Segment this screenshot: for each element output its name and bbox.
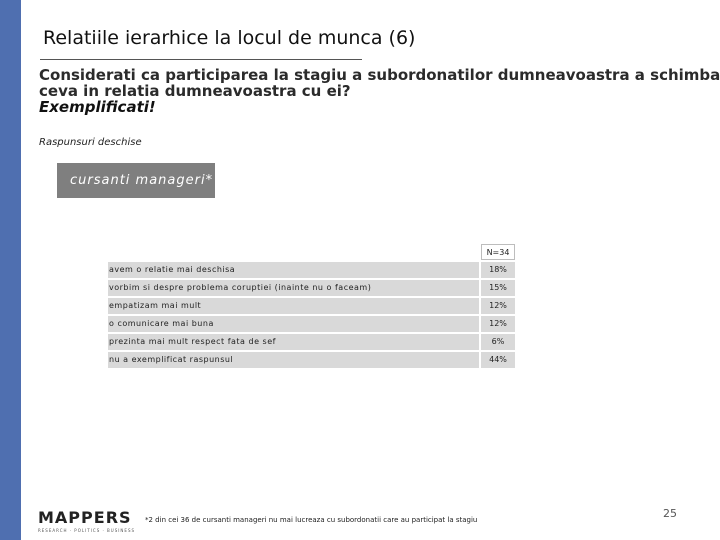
table-row: vorbim si despre problema coruptiei (ina… bbox=[108, 280, 515, 296]
responses-subtitle: Raspunsuri deschise bbox=[39, 137, 142, 148]
row-label: empatizam mai mult bbox=[108, 298, 479, 314]
respondent-group-badge: cursanti manageri* bbox=[57, 163, 215, 198]
table-row: nu a exemplificat raspunsul 44% bbox=[108, 352, 515, 368]
row-value: 18% bbox=[481, 262, 515, 278]
survey-question: Considerati ca participarea la stagiu a … bbox=[39, 66, 720, 116]
table-row: prezinta mai mult respect fata de sef 6% bbox=[108, 334, 515, 350]
table-row: avem o relatie mai deschisa 18% bbox=[108, 262, 515, 278]
title-divider bbox=[40, 59, 362, 60]
question-line-3: Exemplificati! bbox=[39, 98, 156, 116]
footnote: *2 din cei 36 de cursanti manageri nu ma… bbox=[145, 516, 478, 524]
row-value: 12% bbox=[481, 316, 515, 332]
slide-title: Relatiile ierarhice la locul de munca (6… bbox=[43, 27, 416, 49]
row-label: o comunicare mai buna bbox=[108, 316, 479, 332]
row-value: 6% bbox=[481, 334, 515, 350]
row-label: prezinta mai mult respect fata de sef bbox=[108, 334, 479, 350]
question-line-1: Considerati ca participarea la stagiu a … bbox=[39, 66, 720, 84]
logo-wordmark: MAPPERS bbox=[38, 508, 132, 527]
mappers-logo: MAPPERS RESEARCH · POLITICS · BUSINESS bbox=[38, 508, 135, 533]
logo-tagline: RESEARCH · POLITICS · BUSINESS bbox=[38, 528, 136, 533]
row-value: 44% bbox=[481, 352, 515, 368]
question-line-2: ceva in relatia dumneavoastra cu ei? bbox=[39, 82, 351, 100]
page-number: 25 bbox=[663, 507, 677, 520]
row-label: nu a exemplificat raspunsul bbox=[108, 352, 479, 368]
row-value: 15% bbox=[481, 280, 515, 296]
row-label: vorbim si despre problema coruptiei (ina… bbox=[108, 280, 479, 296]
row-value: 12% bbox=[481, 298, 515, 314]
sample-size-header: N=34 bbox=[481, 244, 515, 260]
table-row: empatizam mai mult 12% bbox=[108, 298, 515, 314]
row-label: avem o relatie mai deschisa bbox=[108, 262, 479, 278]
table-row: o comunicare mai buna 12% bbox=[108, 316, 515, 332]
side-accent-bar bbox=[0, 0, 21, 540]
